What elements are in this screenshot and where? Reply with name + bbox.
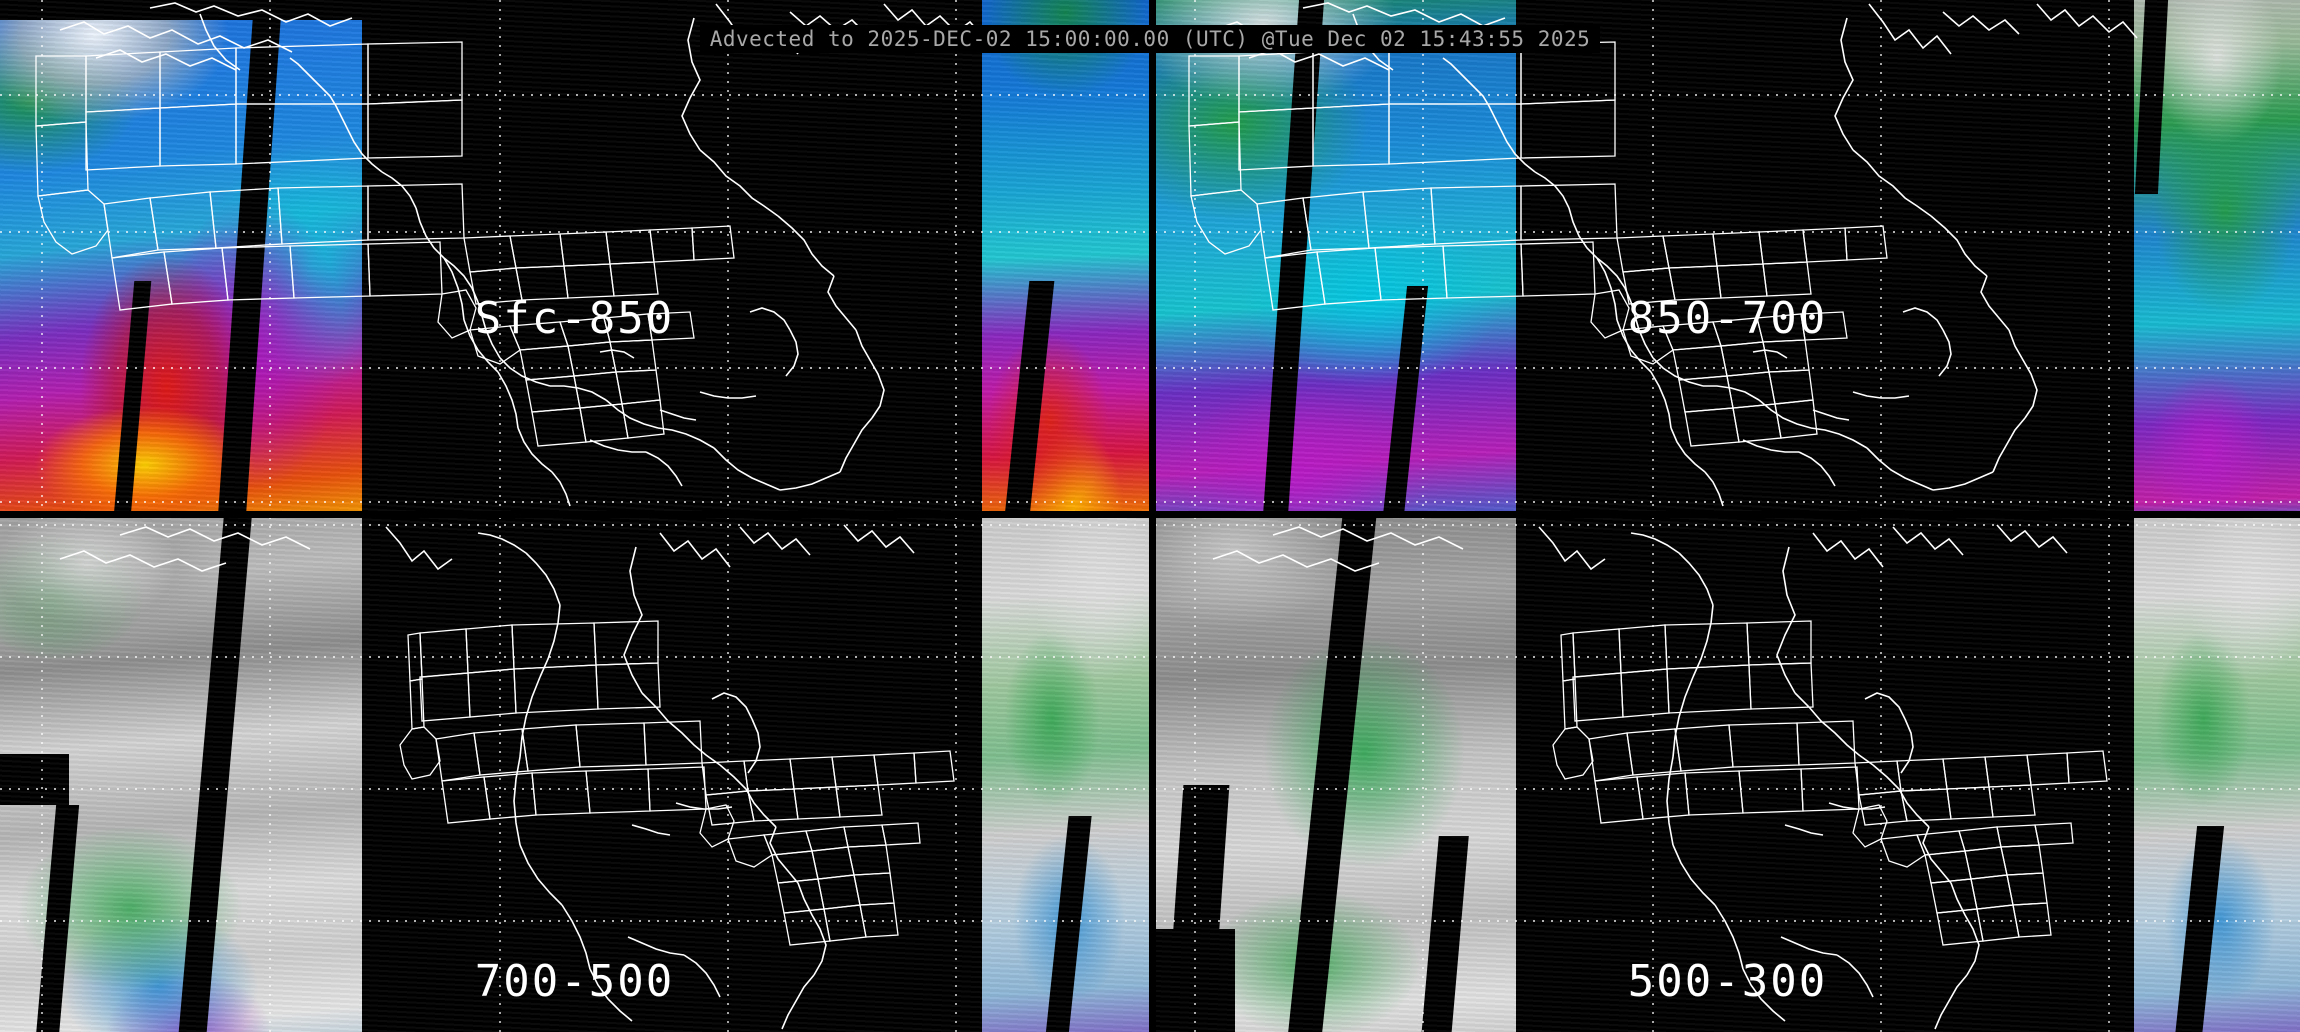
state-borders — [1552, 620, 2108, 946]
state-borders — [399, 620, 955, 946]
panel-500-300[interactable]: 500-300 — [1155, 517, 2300, 1032]
satellite-swath-west — [0, 0, 362, 511]
panel-850-700-imagery: 850-700 — [1155, 0, 2300, 511]
panel-sfc-850[interactable]: Sfc-850 — [0, 0, 1149, 511]
panel-500-300-imagery: 500-300 — [1155, 517, 2300, 1032]
panel-700-500[interactable]: 700-500 — [0, 517, 1149, 1032]
satellite-swath-east — [982, 0, 1149, 511]
panel-divider-horizontal — [0, 511, 2300, 518]
panel-label: 700-500 — [474, 956, 675, 1007]
satellite-swath-east — [2133, 517, 2300, 1032]
panel-700-500-imagery: 700-500 — [0, 517, 1149, 1032]
panel-label: 500-300 — [1627, 956, 1828, 1007]
panel-850-700[interactable]: 850-700 — [1155, 0, 2300, 511]
panel-label: Sfc-850 — [474, 293, 675, 344]
panel-label: 850-700 — [1627, 293, 1828, 344]
swath-edge — [0, 0, 368, 21]
granule-gap — [0, 753, 69, 806]
satellite-swath-west — [1155, 0, 1516, 511]
panel-sfc-850-imagery: Sfc-850 — [0, 0, 1149, 511]
